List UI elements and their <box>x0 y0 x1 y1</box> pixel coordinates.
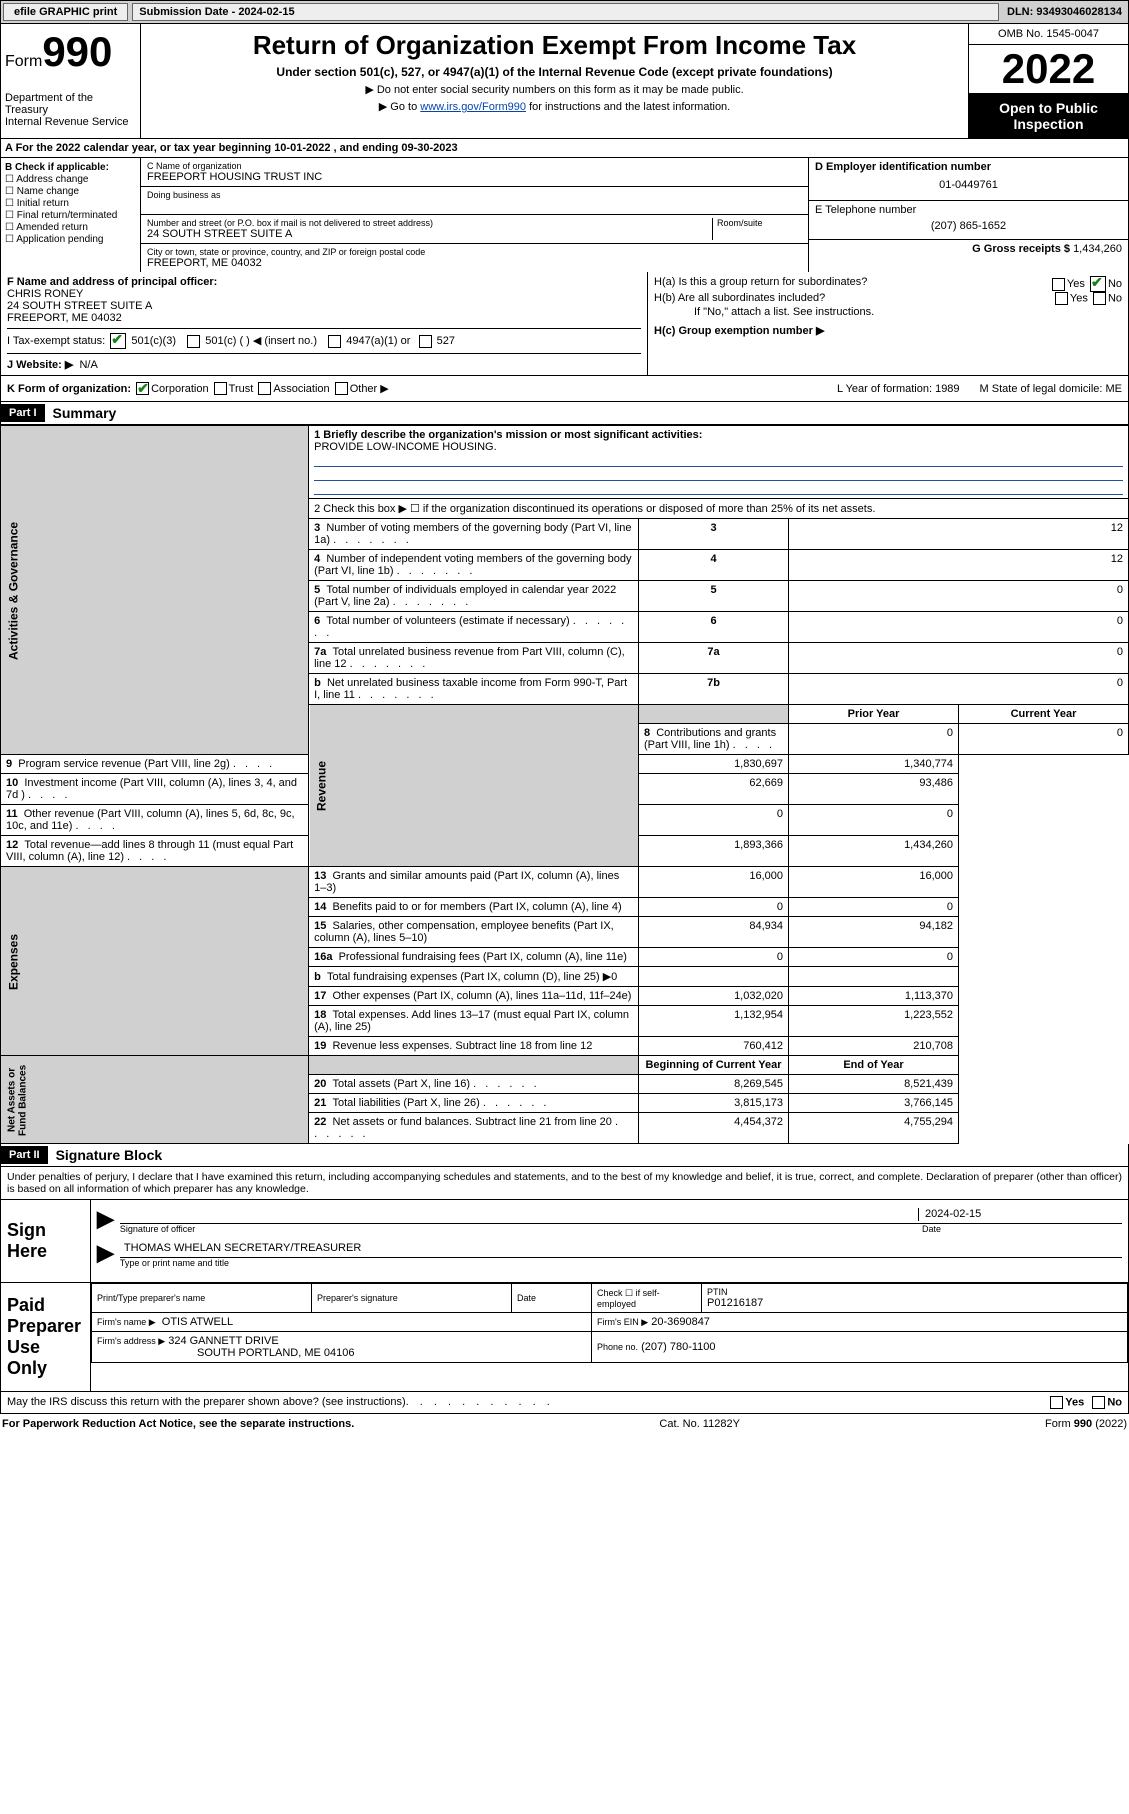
ptin: P01216187 <box>707 1297 1122 1309</box>
org-name: FREEPORT HOUSING TRUST INC <box>147 171 802 183</box>
officer-name-title: THOMAS WHELAN SECRETARY/TREASURER <box>124 1242 361 1255</box>
street-address: 24 SOUTH STREET SUITE A <box>147 228 712 240</box>
part2-header: Part II Signature Block <box>0 1144 1129 1167</box>
dba-label: Doing business as <box>147 190 802 200</box>
firm-address: 324 GANNETT DRIVE <box>168 1335 278 1347</box>
section-bcd: B Check if applicable: ☐ Address change … <box>0 158 1129 272</box>
note-goto: ▶ Go to www.irs.gov/Form990 for instruct… <box>149 100 960 113</box>
ein-value: 01-0449761 <box>815 173 1122 197</box>
col-b-checkboxes: B Check if applicable: ☐ Address change … <box>1 158 141 272</box>
arrow-icon: ▶ <box>97 1206 114 1234</box>
k-corp[interactable] <box>136 382 149 395</box>
ha-yes[interactable] <box>1052 278 1065 291</box>
officer-name: CHRIS RONEY <box>7 288 641 300</box>
state-domicile: M State of legal domicile: ME <box>980 383 1122 395</box>
year-formation: L Year of formation: 1989 <box>837 383 960 395</box>
firm-ein: 20-3690847 <box>651 1316 710 1328</box>
city-state-zip: FREEPORT, ME 04032 <box>147 257 802 269</box>
paid-preparer-block: Paid Preparer Use Only Print/Type prepar… <box>0 1283 1129 1392</box>
section-fghij: F Name and address of principal officer:… <box>0 272 1129 376</box>
department-label: Department of the Treasury Internal Reve… <box>5 92 136 128</box>
open-inspection: Open to Public Inspection <box>969 94 1128 138</box>
telephone: (207) 865-1652 <box>815 216 1122 236</box>
irs-link[interactable]: www.irs.gov/Form990 <box>420 101 526 113</box>
k-assoc[interactable] <box>258 382 271 395</box>
501c3-checkbox[interactable] <box>110 333 126 349</box>
submission-date: Submission Date - 2024-02-15 <box>132 3 999 21</box>
sig-date: 2024-02-15 <box>918 1208 1118 1221</box>
row-a-taxyear: A For the 2022 calendar year, or tax yea… <box>0 139 1129 158</box>
top-bar: efile GRAPHIC print Submission Date - 20… <box>0 0 1129 24</box>
tax-year: 2022 <box>969 45 1128 94</box>
omb-number: OMB No. 1545-0047 <box>969 24 1128 45</box>
form-ref: Form 990 (2022) <box>1045 1418 1127 1430</box>
hb-yes[interactable] <box>1055 292 1068 305</box>
k-trust[interactable] <box>214 382 227 395</box>
efile-print-button[interactable]: efile GRAPHIC print <box>3 3 128 21</box>
note-ssn: ▶ Do not enter social security numbers o… <box>149 83 960 96</box>
ha-no[interactable] <box>1090 276 1106 292</box>
527-checkbox[interactable] <box>419 335 432 348</box>
form-title: Return of Organization Exempt From Incom… <box>149 30 960 61</box>
firm-phone: (207) 780-1100 <box>641 1341 715 1353</box>
perjury-declaration: Under penalties of perjury, I declare th… <box>0 1167 1129 1200</box>
discuss-yes[interactable] <box>1050 1396 1063 1409</box>
part1-header: Part I Summary <box>0 402 1129 425</box>
4947-checkbox[interactable] <box>328 335 341 348</box>
may-discuss-row: May the IRS discuss this return with the… <box>0 1392 1129 1414</box>
form-number: 990 <box>42 28 112 75</box>
form-subtitle: Under section 501(c), 527, or 4947(a)(1)… <box>149 65 960 79</box>
hb-no[interactable] <box>1093 292 1106 305</box>
dln-label: DLN: 93493046028134 <box>1001 4 1128 20</box>
page-footer: For Paperwork Reduction Act Notice, see … <box>0 1414 1129 1434</box>
org-name-label: C Name of organization <box>147 161 802 171</box>
k-other[interactable] <box>335 382 348 395</box>
form-word: Form <box>5 53 42 70</box>
arrow-icon: ▶ <box>97 1240 114 1268</box>
discuss-no[interactable] <box>1092 1396 1105 1409</box>
gross-receipts: 1,434,260 <box>1073 243 1122 255</box>
row-k: K Form of organization: Corporation Trus… <box>0 376 1129 402</box>
firm-name: OTIS ATWELL <box>162 1316 233 1328</box>
form-header: Form990 Department of the Treasury Inter… <box>0 24 1129 139</box>
501c-checkbox[interactable] <box>187 335 200 348</box>
website-value: N/A <box>79 359 97 371</box>
sign-here-block: Sign Here ▶ 2024-02-15 Signature of offi… <box>0 1200 1129 1283</box>
summary-table: Activities & Governance1 Briefly describ… <box>0 425 1129 1144</box>
